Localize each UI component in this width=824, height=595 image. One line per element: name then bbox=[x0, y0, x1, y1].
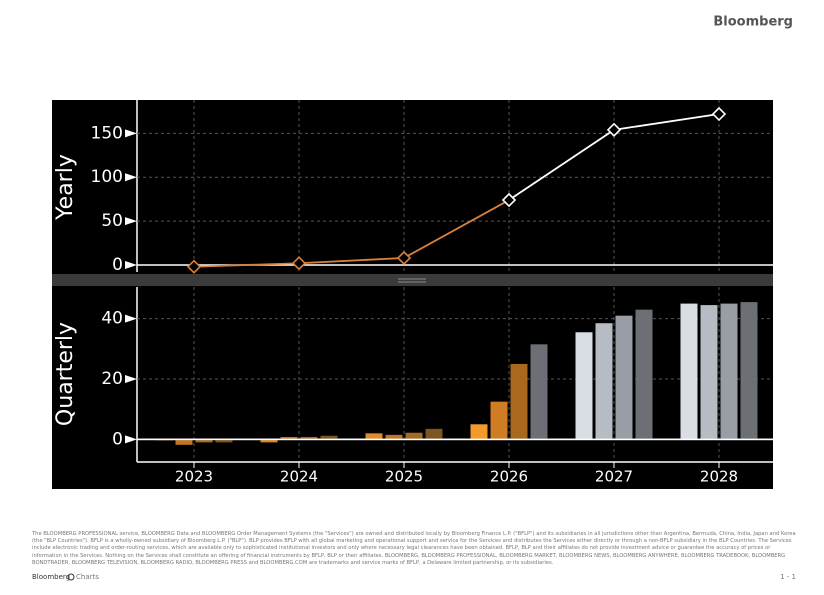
marker bbox=[501, 192, 517, 208]
y-tick bbox=[125, 435, 137, 444]
bar bbox=[365, 433, 383, 440]
page-number: 1 - 1 bbox=[780, 573, 796, 581]
bar bbox=[700, 305, 718, 440]
bar bbox=[470, 424, 488, 440]
bar bbox=[615, 315, 633, 440]
footer-product: Charts bbox=[76, 573, 99, 581]
bar bbox=[490, 401, 508, 440]
footer-logo bbox=[67, 573, 75, 581]
line bbox=[193, 199, 510, 268]
bar bbox=[740, 302, 758, 440]
y-tick-label: 100 bbox=[91, 167, 123, 187]
y-tick-label: 40 bbox=[101, 309, 123, 329]
bar bbox=[300, 436, 318, 440]
x-tick-label: 2024 bbox=[280, 468, 318, 486]
x-tick-label: 2025 bbox=[385, 468, 423, 486]
marker bbox=[711, 106, 727, 122]
footer-brand: Bloomberg bbox=[32, 573, 70, 581]
bar bbox=[260, 439, 278, 443]
y-tick bbox=[125, 375, 137, 384]
bar bbox=[680, 303, 698, 440]
bar bbox=[175, 439, 193, 445]
marker bbox=[396, 250, 412, 266]
bar bbox=[575, 332, 593, 440]
y-tick bbox=[125, 173, 137, 182]
bar bbox=[320, 435, 338, 440]
x-tick-label: 2027 bbox=[595, 468, 633, 486]
y-tick-label: 0 bbox=[112, 255, 123, 275]
bar bbox=[280, 436, 298, 440]
y-tick bbox=[125, 129, 137, 138]
y-tick bbox=[125, 217, 137, 226]
x-tick-label: 2026 bbox=[490, 468, 528, 486]
bar bbox=[405, 432, 423, 440]
x-tick-label: 2028 bbox=[700, 468, 738, 486]
bar bbox=[510, 363, 528, 440]
bar bbox=[215, 439, 233, 443]
bar bbox=[195, 439, 213, 443]
bar bbox=[595, 323, 613, 440]
bar bbox=[635, 309, 653, 440]
brand: Bloomberg bbox=[713, 15, 793, 30]
y-tick bbox=[125, 314, 137, 323]
y-tick-label: 150 bbox=[91, 123, 123, 143]
y-tick-label: 0 bbox=[112, 429, 123, 449]
marker bbox=[186, 259, 202, 274]
bar bbox=[530, 344, 548, 440]
x-tick-label: 2023 bbox=[175, 468, 213, 486]
y-axis-title: Yearly bbox=[53, 154, 78, 221]
plot-background bbox=[52, 100, 773, 489]
disclaimer: The BLOOMBERG PROFESSIONAL service, BLOO… bbox=[32, 531, 796, 566]
marker bbox=[291, 256, 307, 271]
bar bbox=[720, 303, 738, 440]
bar bbox=[385, 434, 403, 440]
y-axis-title: Quarterly bbox=[53, 322, 78, 426]
y-tick-label: 20 bbox=[101, 369, 123, 389]
y-tick-label: 50 bbox=[101, 211, 123, 231]
panel-divider bbox=[52, 274, 773, 286]
bar bbox=[425, 428, 443, 440]
y-tick bbox=[125, 260, 137, 269]
marker bbox=[606, 122, 622, 137]
